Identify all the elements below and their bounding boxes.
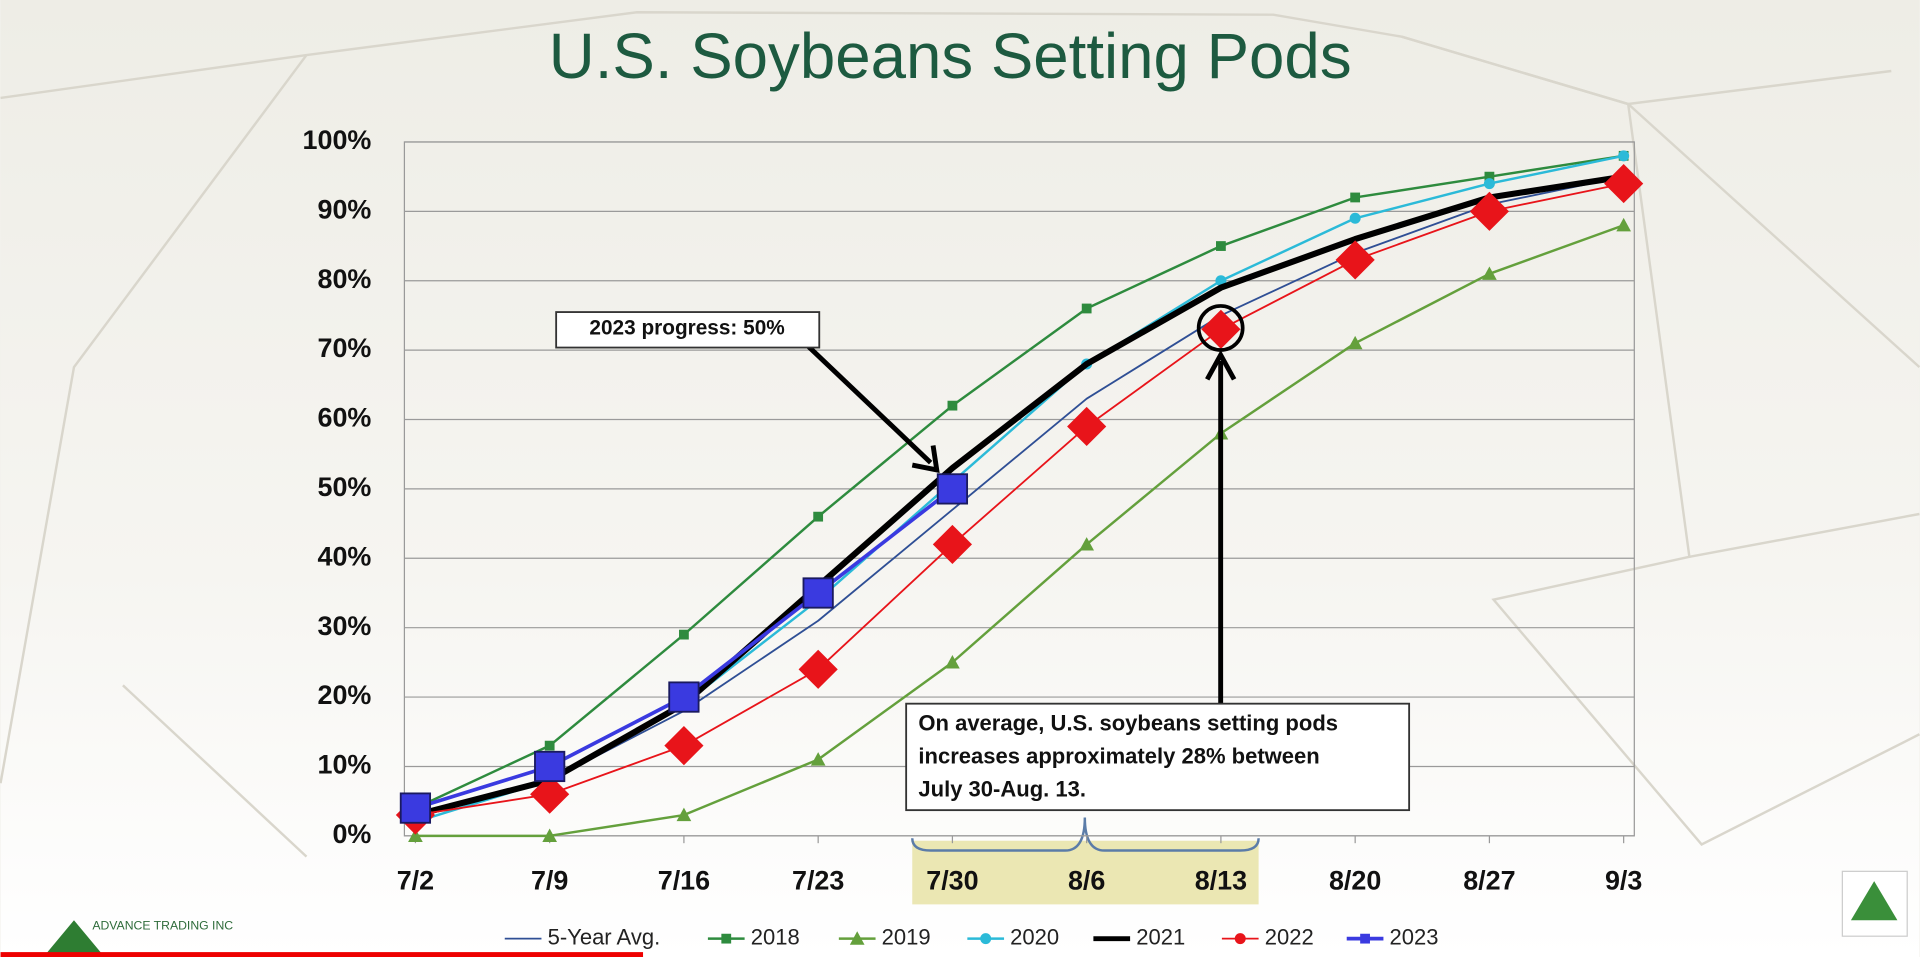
marker [813, 511, 824, 522]
y-tick-label: 20% [317, 680, 371, 710]
chart-title: U.S. Soybeans Setting Pods [549, 21, 1352, 92]
marker [1067, 406, 1107, 447]
series-line [415, 182, 1624, 816]
y-tick-label: 30% [317, 611, 371, 641]
y-tick-label: 10% [317, 750, 371, 780]
marker [1347, 335, 1363, 350]
x-tick-label: 7/16 [658, 865, 710, 895]
marker [932, 524, 972, 564]
marker [936, 473, 969, 505]
marker [542, 828, 558, 842]
series [399, 473, 969, 824]
logo-mark [43, 920, 105, 957]
marker [1482, 266, 1497, 280]
y-tick-label: 50% [317, 472, 371, 502]
marker [1484, 171, 1495, 182]
marker [1350, 192, 1361, 203]
marker [534, 750, 566, 783]
x-tick-label: 8/20 [1329, 865, 1381, 895]
x-tick-label: 7/2 [397, 865, 434, 895]
marker [810, 752, 826, 766]
marker [1349, 212, 1361, 224]
annotation-box [555, 311, 821, 349]
annotation: 2023 progress: 50% [589, 317, 784, 340]
marker [1081, 303, 1092, 314]
marker [1335, 240, 1375, 280]
legend-label: 2022 [1265, 924, 1314, 949]
x-tick-label: 7/30 [926, 865, 978, 895]
marker [1483, 178, 1495, 190]
legend-marker [1360, 933, 1370, 944]
annotation-arrows [806, 304, 1245, 707]
legend-label: 2023 [1390, 924, 1439, 949]
legend-label: 2018 [751, 924, 800, 949]
marker [544, 740, 555, 751]
legend-label: 2021 [1136, 924, 1185, 949]
legend-marker [849, 931, 865, 945]
marker [679, 629, 689, 640]
marker [408, 828, 423, 842]
x-tick-label: 7/23 [792, 865, 844, 895]
legend: 5-Year Avg. 2018 2019 2020 2021 2022 2023 [504, 924, 1439, 949]
marker [1616, 217, 1632, 232]
marker [664, 726, 704, 766]
marker [798, 649, 838, 689]
series-line [414, 154, 1624, 810]
marker [530, 774, 570, 814]
x-tick-label: 9/3 [1605, 865, 1642, 895]
logo-text: ADVANCE TRADING INC [92, 919, 233, 933]
legend-marker [721, 933, 732, 944]
series-line [415, 224, 1625, 838]
progress-bar [0, 952, 644, 957]
legend-label: 5-Year Avg. [548, 924, 661, 949]
annotation: July 30-Aug. 13. [918, 776, 1086, 801]
marker [945, 655, 960, 669]
x-tick-label: 8/6 [1068, 865, 1105, 895]
annotation: On average, U.S. soybeans setting pods [918, 710, 1338, 735]
y-tick-label: 60% [317, 403, 371, 433]
marker [1469, 191, 1509, 231]
legend-marker [1234, 933, 1246, 945]
marker [1604, 164, 1644, 204]
x-tick-label: 7/9 [531, 865, 568, 895]
annotation-box [905, 702, 1411, 812]
x-tick-label: 8/13 [1195, 865, 1247, 895]
y-tick-label: 40% [317, 541, 371, 571]
legend-label: 2020 [1010, 924, 1059, 949]
series [408, 217, 1632, 842]
marker [668, 681, 700, 713]
y-tick-label: 80% [317, 264, 371, 294]
marker [1201, 309, 1241, 349]
plot [395, 150, 1644, 842]
marker [1079, 537, 1095, 551]
network-pattern [0, 11, 1920, 858]
brace [911, 817, 1260, 852]
marker [676, 807, 692, 822]
legend-marker [980, 933, 992, 945]
y-tick-label: 70% [317, 333, 371, 363]
legend-label: 2019 [882, 924, 931, 949]
y-tick-label: 0% [332, 819, 371, 849]
marker [1216, 241, 1226, 251]
corner-logo-mark [1850, 881, 1898, 921]
y-tick-label: 100% [303, 125, 372, 155]
marker [399, 792, 432, 824]
y-tick-label: 90% [317, 194, 371, 224]
x-tick-label: 8/27 [1463, 865, 1515, 895]
series-line [414, 173, 1625, 818]
annotation: increases approximately 28% between [918, 743, 1319, 768]
marker [1618, 150, 1630, 162]
marker [947, 400, 958, 411]
marker [802, 577, 834, 609]
